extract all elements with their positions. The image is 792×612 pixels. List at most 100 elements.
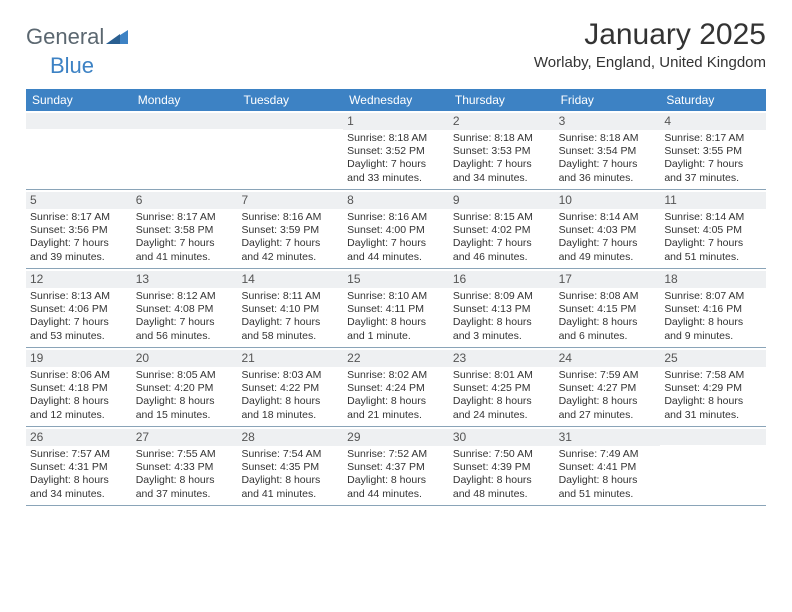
- day-cell: 10Sunrise: 8:14 AMSunset: 4:03 PMDayligh…: [555, 190, 661, 268]
- day-cell: 21Sunrise: 8:03 AMSunset: 4:22 PMDayligh…: [237, 348, 343, 426]
- brand-word-blue: Blue: [26, 53, 94, 78]
- sunrise-text: Sunrise: 8:18 AM: [347, 132, 445, 145]
- day-number-bar: 29: [343, 429, 449, 446]
- sunset-text: Sunset: 4:15 PM: [559, 303, 657, 316]
- calendar-page: General January 2025 Worlaby, England, U…: [0, 0, 792, 506]
- day-number-bar: 20: [132, 350, 238, 367]
- daylight-text: Daylight: 7 hours: [347, 237, 445, 250]
- daylight-text: Daylight: 8 hours: [347, 316, 445, 329]
- sunset-text: Sunset: 4:37 PM: [347, 461, 445, 474]
- day-number: 25: [664, 351, 677, 365]
- title-block: January 2025 Worlaby, England, United Ki…: [534, 18, 766, 77]
- sunrise-text: Sunrise: 8:11 AM: [241, 290, 339, 303]
- week-row: 5Sunrise: 8:17 AMSunset: 3:56 PMDaylight…: [26, 190, 766, 269]
- daylight-text: and 39 minutes.: [30, 251, 128, 264]
- daylight-text: and 24 minutes.: [453, 409, 551, 422]
- sunset-text: Sunset: 4:16 PM: [664, 303, 762, 316]
- sunrise-text: Sunrise: 8:07 AM: [664, 290, 762, 303]
- day-number-bar: 6: [132, 192, 238, 209]
- day-cell: 1Sunrise: 8:18 AMSunset: 3:52 PMDaylight…: [343, 111, 449, 189]
- daylight-text: Daylight: 8 hours: [30, 395, 128, 408]
- daylight-text: and 51 minutes.: [664, 251, 762, 264]
- sunrise-text: Sunrise: 8:16 AM: [241, 211, 339, 224]
- sunset-text: Sunset: 4:31 PM: [30, 461, 128, 474]
- sunrise-text: Sunrise: 8:09 AM: [453, 290, 551, 303]
- sunset-text: Sunset: 3:54 PM: [559, 145, 657, 158]
- sunset-text: Sunset: 4:25 PM: [453, 382, 551, 395]
- day-number-bar: 26: [26, 429, 132, 446]
- daylight-text: and 58 minutes.: [241, 330, 339, 343]
- sunrise-text: Sunrise: 7:55 AM: [136, 448, 234, 461]
- week-row: 12Sunrise: 8:13 AMSunset: 4:06 PMDayligh…: [26, 269, 766, 348]
- day-number: 4: [664, 114, 671, 128]
- day-cell: 12Sunrise: 8:13 AMSunset: 4:06 PMDayligh…: [26, 269, 132, 347]
- daylight-text: and 27 minutes.: [559, 409, 657, 422]
- day-number: 7: [241, 193, 248, 207]
- day-number: 12: [30, 272, 43, 286]
- day-number: 15: [347, 272, 360, 286]
- daylight-text: Daylight: 8 hours: [559, 316, 657, 329]
- daylight-text: Daylight: 8 hours: [241, 395, 339, 408]
- day-number-bar: 17: [555, 271, 661, 288]
- brand-triangle-icon: [106, 26, 128, 49]
- sunrise-text: Sunrise: 7:54 AM: [241, 448, 339, 461]
- daylight-text: Daylight: 8 hours: [453, 395, 551, 408]
- sunset-text: Sunset: 4:08 PM: [136, 303, 234, 316]
- sunset-text: Sunset: 3:59 PM: [241, 224, 339, 237]
- day-cell: 18Sunrise: 8:07 AMSunset: 4:16 PMDayligh…: [660, 269, 766, 347]
- daylight-text: and 42 minutes.: [241, 251, 339, 264]
- daylight-text: Daylight: 8 hours: [347, 474, 445, 487]
- daylight-text: Daylight: 8 hours: [453, 316, 551, 329]
- sunset-text: Sunset: 4:20 PM: [136, 382, 234, 395]
- day-number-bar: 12: [26, 271, 132, 288]
- sunrise-text: Sunrise: 8:15 AM: [453, 211, 551, 224]
- sunrise-text: Sunrise: 8:12 AM: [136, 290, 234, 303]
- day-number-bar: 8: [343, 192, 449, 209]
- daylight-text: and 53 minutes.: [30, 330, 128, 343]
- daylight-text: Daylight: 8 hours: [453, 474, 551, 487]
- day-cell: 4Sunrise: 8:17 AMSunset: 3:55 PMDaylight…: [660, 111, 766, 189]
- daylight-text: Daylight: 7 hours: [136, 316, 234, 329]
- day-number-bar: 11: [660, 192, 766, 209]
- day-cell: 13 Sunrise: 8:12 AMSunset: 4:08 PMDayligh…: [132, 269, 238, 347]
- day-number: 27: [136, 430, 149, 444]
- day-number-bar: 5: [26, 192, 132, 209]
- day-number: 9: [453, 193, 460, 207]
- daylight-text: Daylight: 8 hours: [559, 395, 657, 408]
- day-cell: 2Sunrise: 8:18 AMSunset: 3:53 PMDaylight…: [449, 111, 555, 189]
- daylight-text: Daylight: 7 hours: [664, 237, 762, 250]
- daylight-text: Daylight: 7 hours: [136, 237, 234, 250]
- daylight-text: Daylight: 7 hours: [30, 316, 128, 329]
- daylight-text: and 37 minutes.: [136, 488, 234, 501]
- day-number-bar: 31: [555, 429, 661, 446]
- sunrise-text: Sunrise: 8:10 AM: [347, 290, 445, 303]
- daylight-text: and 15 minutes.: [136, 409, 234, 422]
- day-cell: 7Sunrise: 8:16 AMSunset: 3:59 PMDaylight…: [237, 190, 343, 268]
- day-number-bar: 18: [660, 271, 766, 288]
- day-number: 19: [30, 351, 43, 365]
- day-cell: 5Sunrise: 8:17 AMSunset: 3:56 PMDaylight…: [26, 190, 132, 268]
- daylight-text: Daylight: 7 hours: [241, 316, 339, 329]
- empty-day-cell: [132, 111, 238, 189]
- sunrise-text: Sunrise: 7:49 AM: [559, 448, 657, 461]
- daylight-text: and 37 minutes.: [664, 172, 762, 185]
- day-number-bar: 25: [660, 350, 766, 367]
- sunset-text: Sunset: 4:41 PM: [559, 461, 657, 474]
- sunrise-text: Sunrise: 8:01 AM: [453, 369, 551, 382]
- sunset-text: Sunset: 3:55 PM: [664, 145, 762, 158]
- daylight-text: Daylight: 7 hours: [453, 237, 551, 250]
- day-cell: 14Sunrise: 8:11 AMSunset: 4:10 PMDayligh…: [237, 269, 343, 347]
- day-number-bar: 13: [132, 271, 238, 288]
- day-cell: 8Sunrise: 8:16 AMSunset: 4:00 PMDaylight…: [343, 190, 449, 268]
- sunrise-text: Sunrise: 8:02 AM: [347, 369, 445, 382]
- day-number: 30: [453, 430, 466, 444]
- day-number-bar: 3: [555, 113, 661, 130]
- daylight-text: and 41 minutes.: [136, 251, 234, 264]
- day-cell: 6Sunrise: 8:17 AMSunset: 3:58 PMDaylight…: [132, 190, 238, 268]
- empty-day-cell: [26, 111, 132, 189]
- weekday-header: Thursday: [449, 89, 555, 111]
- day-number-bar: 27: [132, 429, 238, 446]
- sunset-text: Sunset: 3:58 PM: [136, 224, 234, 237]
- daylight-text: Daylight: 8 hours: [136, 395, 234, 408]
- daylight-text: Daylight: 7 hours: [664, 158, 762, 171]
